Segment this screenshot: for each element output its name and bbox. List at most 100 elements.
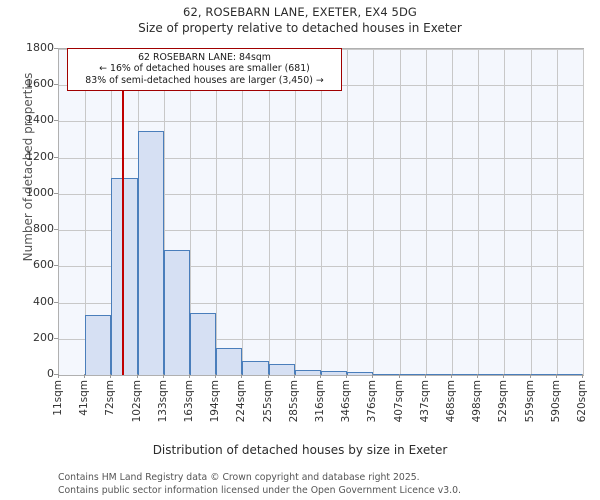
- gridline-vertical: [504, 49, 505, 375]
- histogram-bar: [294, 369, 321, 375]
- x-axis-tick-mark: [582, 374, 583, 378]
- gridline-vertical: [269, 49, 270, 375]
- y-axis-tick-mark: [54, 301, 58, 303]
- gridline-vertical: [242, 49, 243, 375]
- footer-attribution: Contains HM Land Registry data © Crown c…: [58, 472, 598, 497]
- gridline-vertical: [478, 49, 479, 375]
- histogram-bar: [216, 348, 243, 375]
- property-size-marker-line: [121, 49, 124, 375]
- gridline-vertical: [85, 49, 86, 375]
- plot-area: [58, 48, 584, 376]
- x-axis-tick-label: 11sqm: [52, 380, 64, 416]
- x-axis-tick-mark: [372, 374, 374, 378]
- x-axis-tick-label: 102sqm: [130, 380, 143, 423]
- x-axis-tick-mark: [162, 374, 164, 378]
- gridline-vertical: [216, 49, 217, 375]
- y-axis-tick-mark: [54, 84, 58, 86]
- x-axis-tick-mark: [293, 374, 295, 378]
- histogram-bar: [111, 177, 138, 375]
- x-axis-tick-label: 285sqm: [287, 380, 300, 423]
- x-axis-tick-mark: [58, 374, 59, 378]
- x-axis-tick-mark: [346, 374, 348, 378]
- y-axis-tick-mark: [54, 192, 58, 194]
- x-axis-tick-label: 559sqm: [523, 380, 536, 423]
- x-axis-tick-label: 468sqm: [445, 380, 457, 423]
- x-axis-tick-label: 194sqm: [209, 380, 222, 423]
- x-axis-tick-mark: [529, 374, 531, 378]
- x-axis-tick-label: 620sqm: [576, 380, 588, 423]
- x-axis-tick-mark: [398, 374, 400, 378]
- annotation-line-3: 83% of semi-detached houses are larger (…: [85, 74, 324, 86]
- y-axis-tick-mark: [54, 337, 58, 339]
- annotation-line-1: 62 ROSEBARN LANE: 84sqm: [138, 52, 271, 63]
- x-axis-tick-mark: [267, 374, 269, 378]
- y-axis-tick-label: 0: [47, 367, 54, 380]
- x-axis-tick-mark: [451, 374, 452, 378]
- x-axis-tick-mark: [136, 374, 138, 378]
- y-axis-tick-mark: [54, 229, 58, 231]
- gridline-vertical: [347, 49, 348, 375]
- x-axis-tick-label: 224sqm: [235, 380, 248, 423]
- x-axis-label: Distribution of detached houses by size …: [152, 443, 448, 457]
- gridline-vertical: [583, 49, 584, 375]
- x-axis-tick-mark: [215, 374, 217, 378]
- chart-subtitle: Size of property relative to detached ho…: [138, 21, 462, 35]
- histogram-bar: [321, 371, 348, 375]
- x-axis-tick-mark: [320, 374, 321, 378]
- annotation-box: 62 ROSEBARN LANE: 84sqm ← 16% of detache…: [67, 48, 342, 92]
- histogram-bar: [242, 361, 269, 375]
- histogram-bar: [268, 364, 295, 375]
- gridline-vertical: [321, 49, 322, 375]
- x-axis-tick-label: 407sqm: [392, 380, 405, 423]
- footer-line-1: Contains HM Land Registry data © Crown c…: [58, 472, 420, 483]
- x-axis-tick-label: 316sqm: [314, 380, 326, 423]
- histogram-bar: [137, 130, 164, 375]
- gridline-vertical: [531, 49, 532, 375]
- gridline-vertical: [373, 49, 374, 375]
- x-axis-tick-label: 255sqm: [261, 380, 274, 423]
- x-axis-tick-mark: [503, 374, 505, 378]
- x-axis-tick-label: 72sqm: [104, 380, 117, 416]
- x-axis-tick-mark: [477, 374, 479, 378]
- x-axis-tick-label: 163sqm: [183, 380, 195, 423]
- y-axis-tick-label: 800: [33, 222, 54, 236]
- y-axis-tick-label: 1800: [26, 41, 54, 54]
- x-axis-tick-mark: [424, 374, 426, 378]
- x-axis-tick-mark: [241, 374, 243, 378]
- footer-line-2: Contains public sector information licen…: [58, 484, 461, 496]
- gridline-vertical: [164, 49, 165, 375]
- y-axis-tick-mark: [54, 48, 58, 49]
- y-axis-tick-label: 1600: [26, 77, 54, 91]
- gridline-vertical: [190, 49, 191, 375]
- y-axis-tick-label: 1400: [26, 113, 54, 127]
- y-axis-tick-mark: [54, 120, 58, 122]
- x-axis-tick-mark: [189, 374, 190, 378]
- gridline-vertical: [452, 49, 453, 375]
- histogram-bar: [85, 315, 112, 375]
- y-axis-tick-mark: [54, 156, 58, 158]
- annotation-line-2: ← 16% of detached houses are smaller (68…: [99, 63, 310, 75]
- x-axis-tick-label: 376sqm: [366, 380, 379, 423]
- x-axis-tick-label: 346sqm: [340, 380, 353, 423]
- x-axis-tick-mark: [110, 374, 112, 378]
- y-axis-tick-label: 400: [33, 294, 54, 308]
- x-axis-tick-mark: [555, 374, 557, 378]
- x-axis-tick-label: 133sqm: [156, 380, 169, 423]
- x-axis-tick-label: 498sqm: [471, 380, 484, 423]
- y-axis-tick-mark: [54, 374, 58, 375]
- y-axis-tick-label: 200: [33, 330, 54, 344]
- histogram-bar: [163, 250, 190, 375]
- gridline-vertical: [400, 49, 401, 375]
- page-title: 62, ROSEBARN LANE, EXETER, EX4 5DG: [183, 5, 417, 19]
- x-axis-ticks: 11sqm 41sqm 72sqm 102sqm 133sqm 163sqm 194sqm 2…: [52, 374, 588, 444]
- x-axis-tick-label: 437sqm: [418, 380, 431, 423]
- gridline-vertical: [557, 49, 558, 375]
- y-axis-tick-label: 600: [33, 258, 54, 272]
- y-axis-tick-label: 1200: [26, 149, 54, 163]
- x-axis-tick-label: 590sqm: [549, 380, 562, 423]
- x-axis-tick-mark: [84, 374, 86, 378]
- histogram-bar: [190, 312, 217, 375]
- y-axis-ticks: 0 200 400 600 800 1000 1200 1400 1600 1800: [0, 41, 58, 380]
- y-axis-tick-mark: [54, 265, 58, 267]
